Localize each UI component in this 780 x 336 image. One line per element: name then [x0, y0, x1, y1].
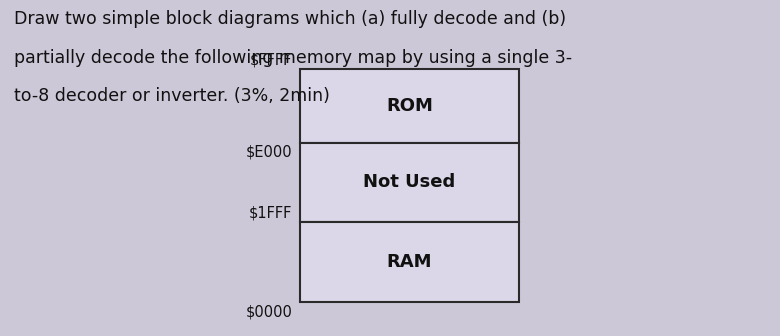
Text: $0000: $0000	[246, 304, 292, 319]
Text: to-8 decoder or inverter. (3%, 2min): to-8 decoder or inverter. (3%, 2min)	[14, 87, 330, 106]
Text: $E000: $E000	[246, 144, 292, 160]
Bar	[300, 69, 519, 143]
Text: partially decode the following memory map by using a single 3-: partially decode the following memory ma…	[14, 49, 573, 67]
Text: Draw two simple block diagrams which (a) fully decode and (b): Draw two simple block diagrams which (a)…	[14, 10, 566, 28]
Text: Not Used: Not Used	[363, 173, 456, 191]
Text: $1FFF: $1FFF	[249, 205, 292, 220]
Bar	[300, 143, 519, 222]
Text: RAM: RAM	[387, 253, 432, 271]
Bar	[300, 222, 519, 302]
Text: $FFFF: $FFFF	[250, 52, 292, 67]
Text: ROM: ROM	[386, 97, 433, 115]
